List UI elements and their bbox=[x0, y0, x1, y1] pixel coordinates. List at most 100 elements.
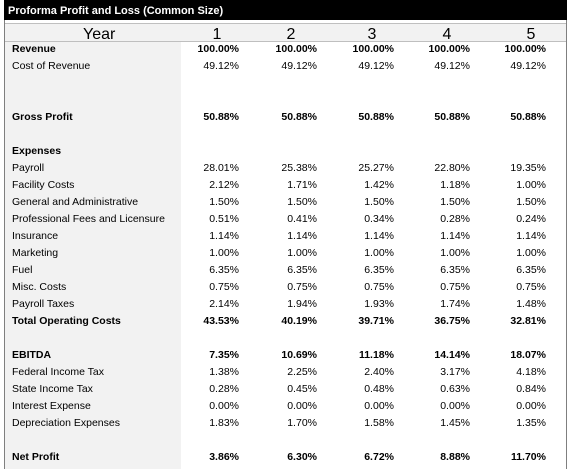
year-2-value: 6.35% bbox=[287, 264, 317, 276]
year-2-header: 2 bbox=[286, 26, 296, 43]
table-row: Facility Costs 2.12% 1.71% 1.42% 1.18% 1.00% bbox=[5, 177, 566, 194]
year-4-value: 14.14% bbox=[434, 349, 470, 361]
year-2-value: 1.70% bbox=[287, 417, 317, 429]
year-2-value: 40.19% bbox=[281, 315, 317, 327]
year-1-header: 1 bbox=[212, 26, 222, 43]
row-label: Interest Expense bbox=[12, 400, 91, 412]
year-5-value: 1.00% bbox=[516, 179, 546, 191]
year-2-value: 25.38% bbox=[281, 162, 317, 174]
year-4-header: 4 bbox=[442, 26, 452, 43]
year-2-value: 50.88% bbox=[281, 111, 317, 123]
year-1-value: 1.14% bbox=[209, 230, 239, 242]
year-2-value: 0.00% bbox=[287, 400, 317, 412]
year-3-value: 0.75% bbox=[364, 281, 394, 293]
year-5-value: 1.14% bbox=[516, 230, 546, 242]
year-4-value: 1.45% bbox=[440, 417, 470, 429]
table-row: Fuel 6.35% 6.35% 6.35% 6.35% 6.35% bbox=[5, 262, 566, 279]
year-1-value: 1.38% bbox=[209, 366, 239, 378]
table-row: Depreciation Expenses 1.83% 1.70% 1.58% 1.45… bbox=[5, 415, 566, 432]
year-4-value: 50.88% bbox=[434, 111, 470, 123]
year-2-value: 0.45% bbox=[287, 383, 317, 395]
year-4-value: 0.75% bbox=[440, 281, 470, 293]
table-row: EBITDA 7.35% 10.69% 11.18% 14.14% 18.07% bbox=[5, 347, 566, 364]
year-2-value: 6.30% bbox=[287, 451, 317, 463]
year-2-value: 1.14% bbox=[287, 230, 317, 242]
year-3-value: 1.42% bbox=[364, 179, 394, 191]
year-1-value: 1.83% bbox=[209, 417, 239, 429]
year-4-value: 36.75% bbox=[434, 315, 470, 327]
year-2-value: 1.71% bbox=[287, 179, 317, 191]
row-label: Fuel bbox=[12, 264, 33, 276]
year-2-value: 2.25% bbox=[287, 366, 317, 378]
table-row: Federal Income Tax 1.38% 2.25% 2.40% 3.17% 4.… bbox=[5, 364, 566, 381]
year-3-value: 50.88% bbox=[358, 111, 394, 123]
year-3-value: 0.34% bbox=[364, 213, 394, 225]
year-4-value: 1.00% bbox=[440, 247, 470, 259]
year-header-row: Year 1 2 3 4 5 bbox=[5, 23, 566, 43]
table-title: Proforma Profit and Loss (Common Size) bbox=[4, 0, 567, 20]
year-3-header: 3 bbox=[367, 26, 377, 43]
year-5-value: 0.24% bbox=[516, 213, 546, 225]
year-1-value: 0.00% bbox=[209, 400, 239, 412]
year-3-value: 25.27% bbox=[358, 162, 394, 174]
table-row: Revenue 100.00% 100.00% 100.00% 100.00% 100.0… bbox=[5, 41, 566, 58]
year-5-value: 11.70% bbox=[510, 451, 546, 463]
row-label: Depreciation Expenses bbox=[12, 417, 120, 429]
year-2-value: 10.69% bbox=[281, 349, 317, 361]
year-1-value: 1.00% bbox=[209, 247, 239, 259]
row-label: Revenue bbox=[12, 43, 56, 55]
year-4-value: 8.88% bbox=[440, 451, 470, 463]
year-3-value: 49.12% bbox=[358, 60, 394, 72]
year-4-value: 0.28% bbox=[440, 213, 470, 225]
table-row: Net Profit 3.86% 6.30% 6.72% 8.88% 11.70% bbox=[5, 449, 566, 466]
year-3-value: 1.93% bbox=[364, 298, 394, 310]
table-row: Interest Expense 0.00% 0.00% 0.00% 0.00% 0.00… bbox=[5, 398, 566, 415]
year-3-value: 0.48% bbox=[364, 383, 394, 395]
year-1-value: 2.12% bbox=[209, 179, 239, 191]
table-row: Cost of Revenue 49.12% 49.12% 49.12% 49.12% 4… bbox=[5, 58, 566, 75]
year-1-value: 0.28% bbox=[209, 383, 239, 395]
year-4-value: 6.35% bbox=[440, 264, 470, 276]
year-1-value: 100.00% bbox=[197, 43, 239, 55]
table-row: State Income Tax 0.28% 0.45% 0.48% 0.63% 0.84… bbox=[5, 381, 566, 398]
year-1-value: 49.12% bbox=[203, 60, 239, 72]
year-4-value: 0.00% bbox=[440, 400, 470, 412]
year-5-value: 0.84% bbox=[516, 383, 546, 395]
year-5-value: 0.75% bbox=[516, 281, 546, 293]
row-label: Insurance bbox=[12, 230, 59, 242]
table-row: Gross Profit 50.88% 50.88% 50.88% 50.88% 50.8… bbox=[5, 109, 566, 126]
year-3-value: 2.40% bbox=[364, 366, 394, 378]
year-3-value: 100.00% bbox=[352, 43, 394, 55]
year-5-header: 5 bbox=[526, 26, 536, 43]
year-4-value: 1.18% bbox=[440, 179, 470, 191]
year-2-value: 49.12% bbox=[281, 60, 317, 72]
table-row: Total Operating Costs 43.53% 40.19% 39.71% 3… bbox=[5, 313, 566, 330]
year-5-value: 4.18% bbox=[516, 366, 546, 378]
profit-loss-sheet: Proforma Profit and Loss (Common Size) Y… bbox=[4, 0, 567, 469]
year-2-value: 1.00% bbox=[287, 247, 317, 259]
year-1-value: 50.88% bbox=[203, 111, 239, 123]
year-5-value: 50.88% bbox=[510, 111, 546, 123]
year-3-value: 6.72% bbox=[364, 451, 394, 463]
year-2-value: 100.00% bbox=[275, 43, 317, 55]
year-3-value: 1.14% bbox=[364, 230, 394, 242]
year-5-value: 6.35% bbox=[516, 264, 546, 276]
year-2-value: 0.41% bbox=[287, 213, 317, 225]
row-label: Gross Profit bbox=[12, 111, 73, 123]
year-1-value: 0.51% bbox=[209, 213, 239, 225]
year-3-value: 6.35% bbox=[364, 264, 394, 276]
year-2-value: 1.50% bbox=[287, 196, 317, 208]
year-1-value: 3.86% bbox=[209, 451, 239, 463]
table-row: Marketing 1.00% 1.00% 1.00% 1.00% 1.00% bbox=[5, 245, 566, 262]
row-label: Federal Income Tax bbox=[12, 366, 105, 378]
table-row: Payroll 28.01% 25.38% 25.27% 22.80% 19.35% bbox=[5, 160, 566, 177]
year-1-value: 6.35% bbox=[209, 264, 239, 276]
year-5-value: 19.35% bbox=[510, 162, 546, 174]
year-3-value: 0.00% bbox=[364, 400, 394, 412]
year-header-label: Year bbox=[83, 26, 116, 43]
year-5-value: 49.12% bbox=[510, 60, 546, 72]
row-label: Net Profit bbox=[12, 451, 60, 463]
year-4-value: 22.80% bbox=[434, 162, 470, 174]
table-row: General and Administrative 1.50% 1.50% 1.50… bbox=[5, 194, 566, 211]
row-label: State Income Tax bbox=[12, 383, 93, 395]
